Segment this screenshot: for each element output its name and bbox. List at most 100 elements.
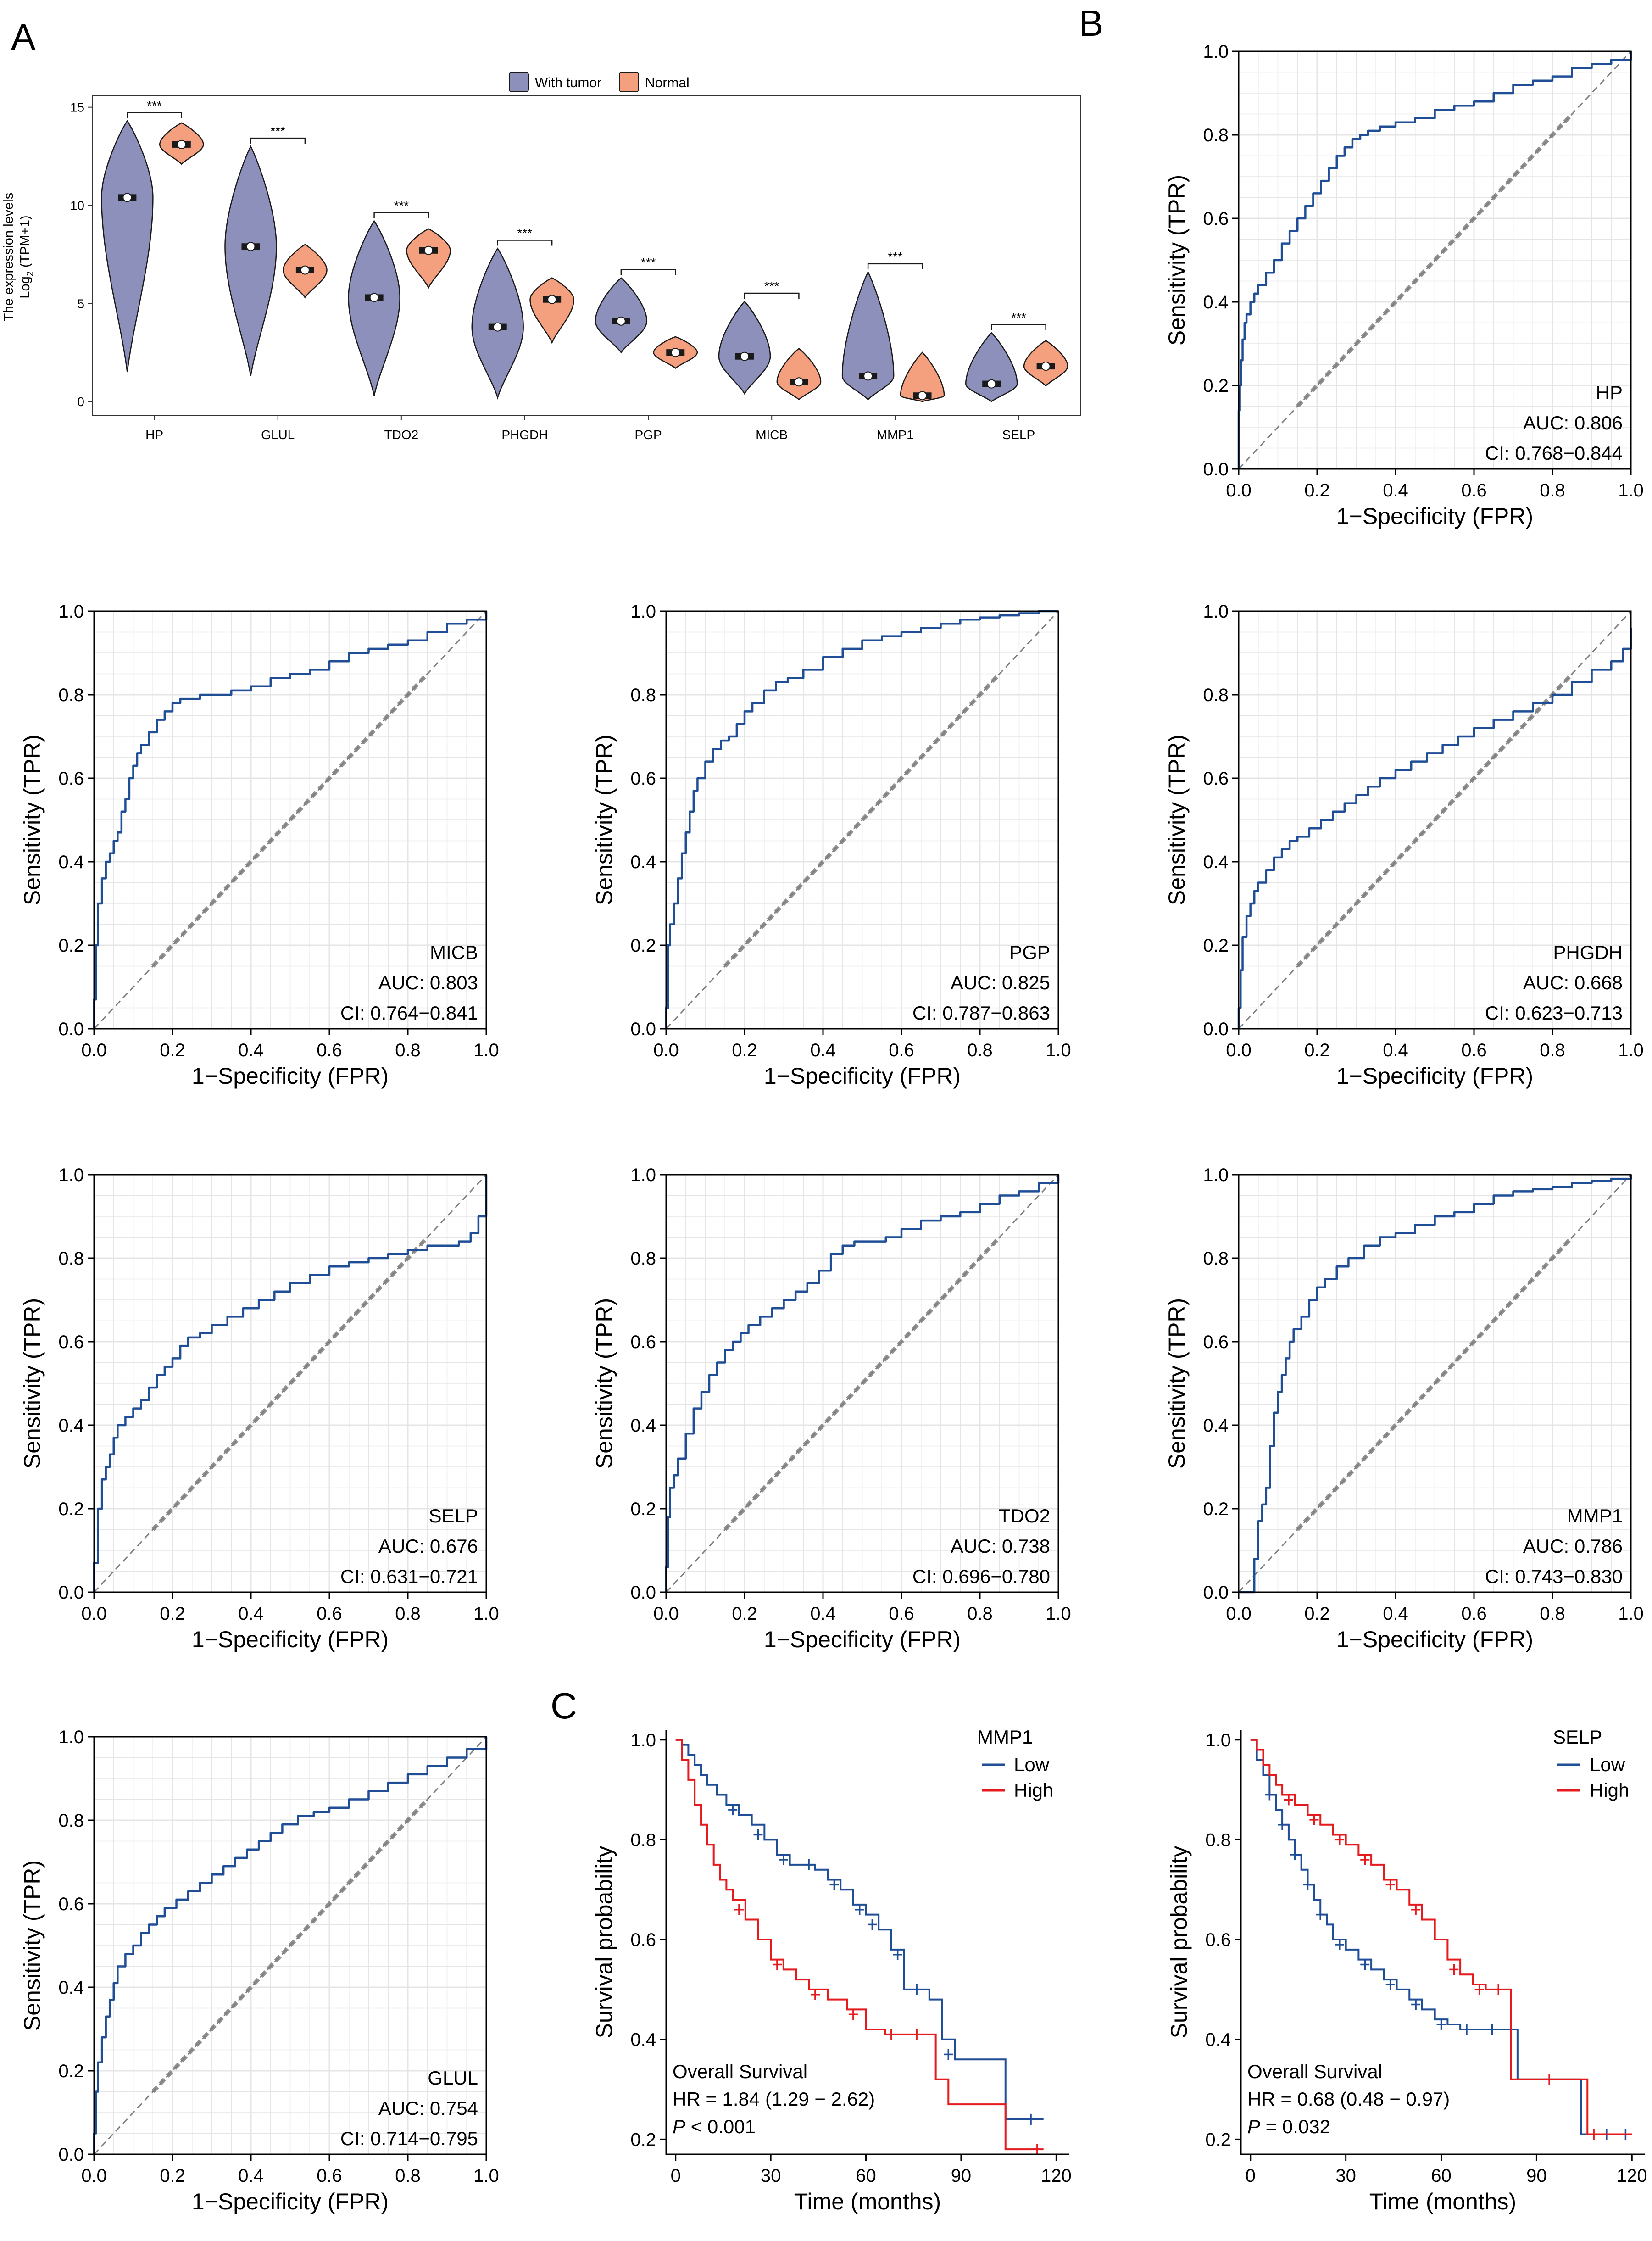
violin-chart: 0 5 10 15 HP *** GLUL *** TDO2 *** PHGDH *** PGP *** M… [70, 95, 1081, 442]
km-ytick-label: 0.6 [1205, 1930, 1231, 1950]
violin-selp-tumor [965, 332, 1018, 402]
roc-ytick-label: 0.6 [630, 769, 656, 789]
km-censor-mark [1360, 1854, 1370, 1865]
violin-ylabel-line2: Log2 (TPM+1) [18, 215, 35, 298]
violin-xtick-label: HP [145, 428, 163, 442]
roc-xtick-label: 0.2 [732, 1604, 757, 1624]
panel-label-c: C [551, 1685, 577, 1726]
km-stat-title: Overall Survival [1247, 2061, 1382, 2082]
roc-xtick-label: 0.8 [1540, 1604, 1565, 1624]
km-axes [665, 1730, 1069, 2155]
roc-xtick-label: 0.4 [1383, 480, 1408, 501]
roc-ytick-label: 0.4 [1203, 292, 1229, 312]
km-censor-mark [1385, 1979, 1395, 1990]
violin-xtick-label: GLUL [261, 428, 295, 442]
roc-xtick-label: 0.0 [653, 1040, 679, 1060]
km-axes [1240, 1730, 1645, 2155]
roc-xtick-label: 1.0 [1618, 1040, 1644, 1060]
roc-glul-auc-label: AUC: 0.754 [378, 2097, 478, 2119]
roc-xtick-label: 0.8 [395, 1040, 421, 1060]
violin-median-point [424, 245, 434, 255]
km-censor-mark [1026, 2113, 1036, 2125]
roc-ytick-label: 0.2 [1203, 1499, 1229, 1519]
violin-median-point [671, 348, 680, 357]
roc-ytick-label: 0.0 [58, 1583, 84, 1603]
km-censor-mark [1487, 2024, 1497, 2035]
roc-xlabel: 1−Specificity (FPR) [1336, 1063, 1533, 1089]
roc-pgp-auc-label: AUC: 0.825 [951, 972, 1050, 993]
violin-tdo2-normal [406, 228, 451, 289]
roc-ytick-label: 0.6 [58, 1332, 84, 1352]
roc-xtick-label: 1.0 [473, 2166, 499, 2186]
roc-hp-curve [1237, 51, 1632, 469]
roc-ytick-label: 0.6 [58, 769, 84, 789]
roc-micb-auc-label: AUC: 0.803 [378, 972, 478, 993]
significance-label: *** [394, 199, 409, 213]
roc-mmp1-ci-label: CI: 0.743−0.830 [1485, 1566, 1623, 1587]
violin-micb-tumor [718, 301, 771, 395]
roc-xlabel: 1−Specificity (FPR) [1336, 1627, 1533, 1652]
km-censor-mark [779, 1854, 788, 1865]
roc-xtick-label: 0.2 [160, 1040, 185, 1060]
roc-ytick-label: 1.0 [1203, 602, 1229, 622]
roc-ylabel: Sensitivity (TPR) [591, 735, 617, 905]
km-stat-p: P = 0.032 [1247, 2116, 1330, 2137]
violin-median-point [987, 379, 996, 389]
roc-xtick-label: 0.6 [1461, 1040, 1487, 1060]
roc-xlabel: 1−Specificity (FPR) [192, 1063, 389, 1089]
panel-label-b: B [1079, 3, 1103, 44]
violin-xtick-label: MMP1 [877, 428, 914, 442]
roc-hp-auc-label: AUC: 0.806 [1523, 412, 1623, 434]
roc-selp-ci-label: CI: 0.631−0.721 [340, 1566, 478, 1587]
km-ytick-label: 0.8 [1205, 1830, 1231, 1850]
violin-xtick-label: MICB [756, 428, 788, 442]
km-charts: 0 30 60 90 120 0.2 0.4 0.6 0.8 1.0 Time (months) Su… [591, 1726, 1647, 2214]
roc-xtick-label: 1.0 [473, 1040, 499, 1060]
roc-panel-border [1238, 610, 1632, 1030]
violin-xtick-label: TDO2 [384, 428, 418, 442]
km-legend-label: High [1014, 1779, 1053, 1801]
roc-xtick-label: 0.2 [1304, 480, 1330, 501]
roc-ytick-label: 0.8 [630, 685, 656, 705]
roc-ytick-label: 0.8 [1203, 685, 1229, 705]
panel-label-a: A [11, 17, 36, 57]
roc-pgp-gene-label: PGP [1009, 942, 1050, 963]
km-ytick-label: 0.6 [630, 1930, 656, 1950]
roc-xtick-label: 0.6 [317, 1040, 342, 1060]
roc-tdo2-ci-label: CI: 0.696−0.780 [912, 1566, 1050, 1587]
roc-panel-border [93, 1736, 487, 2155]
km-censor-mark [855, 1904, 864, 1915]
roc-diagonal-reference-thick [1296, 112, 1574, 408]
roc-tdo2-gene-label: TDO2 [999, 1505, 1050, 1527]
roc-xtick-label: 0.6 [889, 1040, 914, 1060]
roc-ylabel: Sensitivity (TPR) [19, 735, 45, 905]
violin-mmp1-normal [900, 351, 945, 402]
roc-tdo2-auc-label: AUC: 0.738 [951, 1535, 1050, 1557]
roc-ytick-label: 0.0 [1203, 459, 1229, 479]
roc-xtick-label: 0.0 [1226, 1040, 1252, 1060]
violin-glul-tumor [224, 145, 277, 376]
km-censor-mark [886, 2029, 896, 2040]
violin-median-point [177, 139, 186, 149]
roc-ytick-label: 1.0 [630, 602, 656, 622]
significance-bracket [620, 269, 676, 275]
km-censor-mark [829, 1879, 839, 1890]
roc-xlabel: 1−Specificity (FPR) [192, 2189, 389, 2214]
roc-ytick-label: 0.2 [58, 1499, 84, 1519]
km-censor-mark [1385, 1879, 1395, 1890]
km-ytick-label: 1.0 [630, 1730, 656, 1750]
km-censor-mark [1284, 1794, 1293, 1806]
roc-diagonal-reference-thick [723, 1236, 1001, 1531]
roc-pgp-ci-label: CI: 0.787−0.863 [912, 1002, 1050, 1024]
roc-pgp-curve [665, 610, 1058, 1029]
km-censor-mark [804, 1859, 814, 1870]
roc-xtick-label: 1.0 [1046, 1604, 1071, 1624]
km-xlabel: Time (months) [794, 2189, 941, 2214]
roc-xtick-label: 0.0 [81, 1040, 107, 1060]
roc-ytick-label: 0.2 [630, 1499, 656, 1519]
roc-phgdh-gene-label: PHGDH [1553, 942, 1623, 963]
roc-mmp1-gene-label: MMP1 [1567, 1505, 1623, 1527]
roc-ytick-label: 1.0 [1203, 42, 1229, 62]
roc-ytick-label: 0.0 [1203, 1019, 1229, 1039]
